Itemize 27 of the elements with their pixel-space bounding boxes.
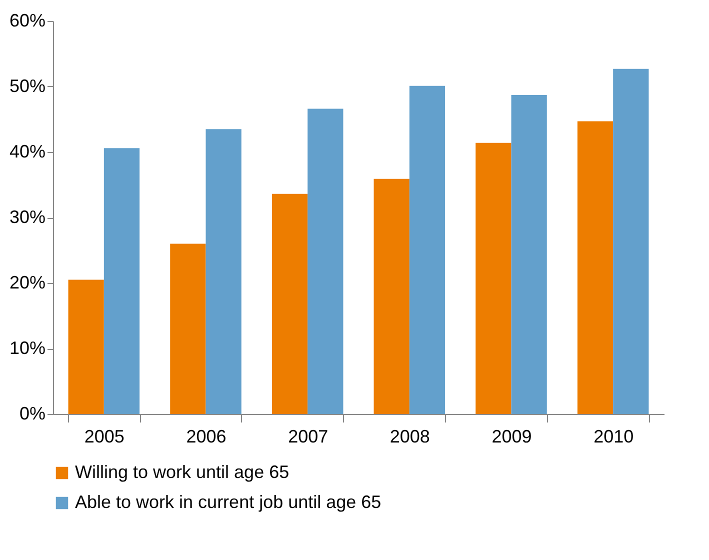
bar (170, 244, 206, 414)
legend-label: Able to work in current job until age 65 (75, 492, 382, 512)
bar (613, 68, 649, 414)
y-tick-label: 50% (9, 76, 46, 96)
bar (577, 121, 614, 414)
x-tick-label: 2009 (492, 426, 532, 446)
bar (476, 142, 512, 414)
x-tick-label: 2005 (84, 426, 124, 446)
bar (206, 129, 242, 414)
bar (272, 194, 308, 414)
y-tick-label: 20% (9, 272, 46, 292)
x-tick-label: 2008 (390, 426, 430, 446)
bar (104, 148, 140, 414)
bar (511, 95, 547, 414)
bar (308, 108, 344, 414)
y-tick-label: 40% (9, 142, 46, 162)
bar (68, 280, 104, 414)
bar (409, 86, 446, 414)
y-tick-label: 10% (9, 338, 46, 358)
x-tick-label: 2006 (186, 426, 226, 446)
bar (374, 178, 410, 414)
x-tick-label: 2007 (288, 426, 328, 446)
y-tick-label: 30% (9, 207, 46, 227)
y-tick-label: 60% (9, 10, 46, 30)
legend-label: Willing to work until age 65 (75, 462, 290, 482)
x-tick-label: 2010 (594, 426, 634, 446)
y-tick-label: 0% (19, 404, 46, 424)
